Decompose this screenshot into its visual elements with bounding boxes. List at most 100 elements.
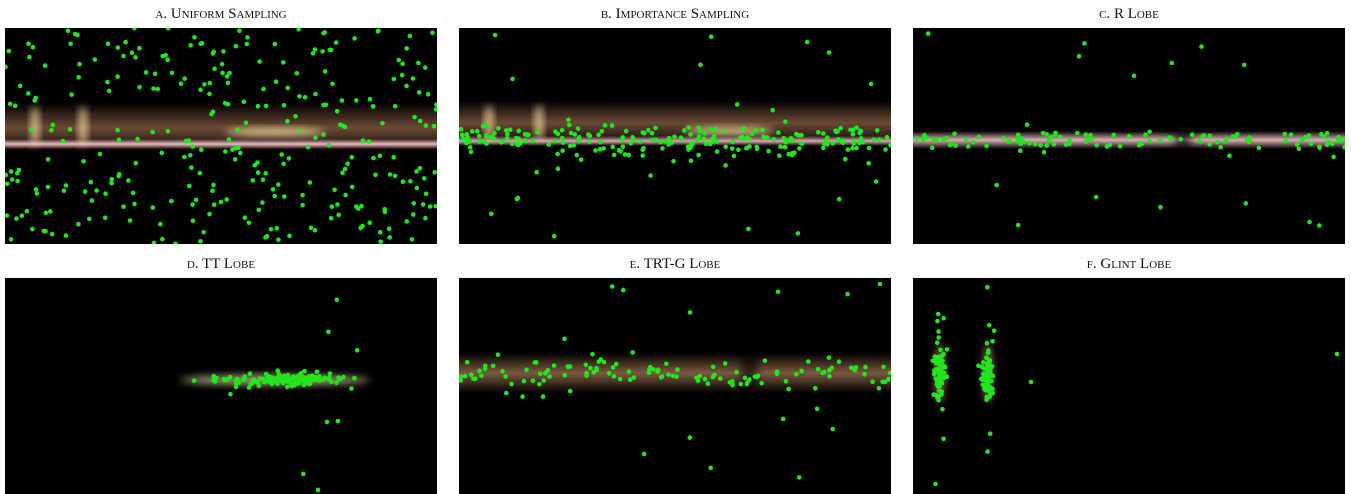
glow-band <box>5 139 437 149</box>
sample-dot <box>211 202 217 207</box>
sample-dot <box>1296 146 1302 152</box>
sample-dot <box>938 347 943 353</box>
sample-dot <box>778 144 783 149</box>
sample-dot <box>712 126 718 132</box>
sample-dot <box>212 66 217 72</box>
sample-dot <box>755 373 761 379</box>
sample-dot <box>826 50 832 55</box>
sample-dot <box>312 227 318 233</box>
sample-dot <box>126 178 131 183</box>
sample-dot <box>245 35 250 40</box>
sample-dot <box>783 144 788 150</box>
sample-dot <box>941 316 946 321</box>
sample-dot <box>795 231 801 236</box>
sample-dot <box>297 94 302 99</box>
sample-dot <box>158 221 163 227</box>
sample-dot <box>326 329 331 335</box>
sample-dot <box>460 132 465 138</box>
sample-dot <box>233 43 239 49</box>
sample-dot <box>109 180 114 186</box>
sample-dot <box>688 132 693 137</box>
sample-dot <box>1131 73 1137 79</box>
sample-dot <box>1075 130 1080 136</box>
sample-dot <box>1137 140 1143 146</box>
sample-dot <box>469 129 475 134</box>
sample-dot <box>289 383 295 389</box>
sample-dot <box>1082 41 1087 46</box>
sample-dot <box>6 48 12 54</box>
sample-dot <box>296 128 302 134</box>
sample-dot <box>799 368 804 374</box>
sample-dot <box>984 143 989 149</box>
sample-dot <box>866 161 871 166</box>
panel-image <box>459 278 891 494</box>
sample-dot <box>1006 139 1011 144</box>
sample-dot <box>746 226 751 232</box>
sample-dot <box>976 134 982 140</box>
sample-dot <box>178 81 184 87</box>
sample-dot <box>1317 223 1322 228</box>
sample-dot <box>504 136 510 141</box>
sample-dot <box>721 128 727 134</box>
sample-dot <box>794 371 799 377</box>
sample-dot <box>1038 143 1043 148</box>
sample-dot <box>255 103 261 109</box>
sample-dot <box>339 98 345 103</box>
sample-dot <box>1083 139 1089 144</box>
sample-dot <box>641 451 647 457</box>
sample-dot <box>274 378 279 384</box>
sample-dot <box>1083 132 1088 137</box>
glint <box>485 105 493 141</box>
sample-dot <box>132 201 137 207</box>
sample-dot <box>703 141 709 146</box>
sample-dot <box>710 364 716 370</box>
sample-dot <box>321 132 326 137</box>
sample-dot <box>611 152 617 158</box>
sample-dot <box>1201 133 1207 138</box>
sample-dot <box>1104 144 1110 149</box>
sample-dot <box>566 117 571 123</box>
sample-dot <box>526 132 531 137</box>
sample-dot <box>503 374 508 379</box>
sample-dot <box>568 130 574 136</box>
sample-dot <box>621 287 626 293</box>
sample-dot <box>671 158 676 164</box>
sample-dot <box>530 138 536 144</box>
sample-dot <box>836 196 842 202</box>
sample-dot <box>317 374 322 379</box>
glint <box>535 105 543 141</box>
sample-dot <box>552 138 557 144</box>
sample-dot <box>433 107 437 112</box>
panel-image <box>913 278 1345 494</box>
sample-dot <box>306 381 312 387</box>
sample-dot <box>367 220 373 225</box>
sample-dot <box>14 170 20 176</box>
sample-dot <box>328 216 334 221</box>
sample-dot <box>293 114 298 119</box>
sample-dot <box>373 172 378 178</box>
sample-dot <box>327 375 332 381</box>
sample-dot <box>666 372 671 377</box>
sample-dot <box>1342 144 1345 150</box>
sample-dot <box>263 103 269 109</box>
sample-dot <box>626 369 632 374</box>
sample-dot <box>985 350 991 355</box>
sample-dot <box>116 137 122 143</box>
sample-dot <box>187 183 192 189</box>
sample-dot <box>696 134 702 139</box>
sample-dot <box>474 128 480 134</box>
sample-dot <box>82 189 88 194</box>
panel-caption: d. TT Lobe <box>186 256 256 272</box>
sample-dot <box>936 335 941 340</box>
sample-dot <box>116 173 121 179</box>
sample-dot <box>377 153 383 158</box>
sample-dot <box>459 378 464 383</box>
sample-dot <box>620 135 625 140</box>
sample-dot <box>165 129 171 134</box>
sample-dot <box>423 123 429 128</box>
sample-dot <box>352 375 357 381</box>
sample-dot <box>1158 138 1163 143</box>
sample-dot <box>211 49 216 55</box>
sample-dot <box>596 359 602 364</box>
sample-dot <box>522 138 528 143</box>
